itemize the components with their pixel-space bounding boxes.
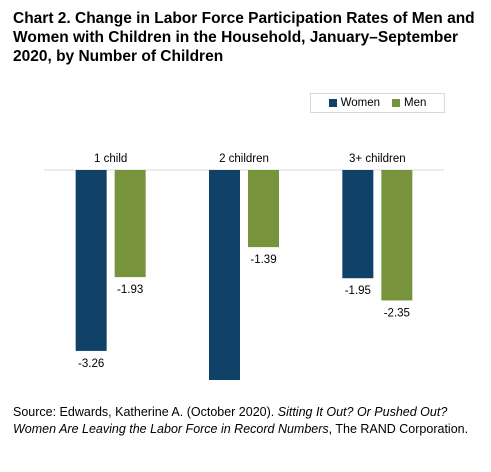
bar-women: [342, 170, 374, 279]
legend-swatch-men: [392, 99, 401, 107]
bar-men: [381, 170, 413, 301]
category-label: 2 children: [219, 153, 269, 165]
legend-label-men: Men: [404, 97, 427, 109]
legend-item-men: Men: [392, 97, 426, 109]
source-title: Sitting It Out? Or Pushed Out? Women Are…: [13, 405, 448, 436]
data-label: -1.39: [250, 254, 276, 266]
legend-label-women: Women: [340, 97, 381, 109]
data-label: -1.95: [345, 285, 371, 297]
data-label: -1.93: [117, 284, 143, 296]
legend: Women Men: [310, 93, 445, 113]
legend-item-women: Women: [328, 97, 381, 109]
bar-women: [75, 170, 107, 351]
bar-men: [114, 170, 146, 278]
bar-women: [209, 170, 240, 380]
data-label: -2.35: [384, 307, 410, 319]
source-note: Source: Edwards, Katherine A. (October 2…: [13, 404, 483, 438]
legend-swatch-women: [328, 99, 337, 107]
data-label: -3.26: [78, 358, 104, 370]
bar-men: [248, 170, 279, 248]
source-prefix: Source: Edwards, Katherine A. (October 2…: [13, 405, 278, 419]
category-label: 1 child: [94, 153, 127, 165]
source-suffix: , The RAND Corporation.: [328, 422, 469, 436]
category-label: 3+ children: [349, 153, 406, 165]
chart-title: Chart 2. Change in Labor Force Participa…: [13, 10, 475, 65]
bar-chart: 1 child-3.26-1.932 children-3.82-1.393+ …: [44, 153, 444, 380]
